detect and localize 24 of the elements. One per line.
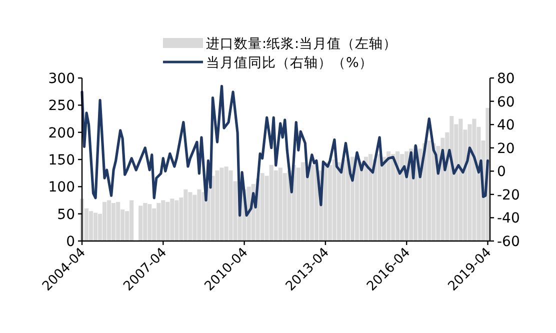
y-tick-label: 150 [48,152,75,168]
y-tick-label: 200 [48,125,75,142]
y-tick-label: 0 [66,234,75,250]
y-tick-label: 250 [48,98,75,114]
y2-tick-label: -60 [497,234,520,250]
legend-label: 当月值同比（右轴）（%） [206,55,373,71]
bar [93,212,98,241]
bar [364,156,368,241]
bar [88,211,94,241]
y2-tick-label: -40 [497,210,520,227]
y-tick-label: 100 [48,180,75,196]
y2-tick-label: 60 [497,94,515,110]
line-series [80,84,490,217]
legend-label: 进口数量:纸浆:当月值（左轴） [206,36,398,52]
y2-tick-label: -20 [497,187,520,204]
y2-tick-label: 20 [497,140,515,157]
y2-tick-label: 80 [497,71,515,87]
bar [138,206,143,241]
y-tick-label: 300 [48,71,75,87]
y-tick-label: 50 [57,206,75,223]
y2-tick-label: 40 [497,118,515,134]
bar [354,160,360,241]
y2-tick-label: 0 [497,164,506,180]
bar [341,160,346,241]
